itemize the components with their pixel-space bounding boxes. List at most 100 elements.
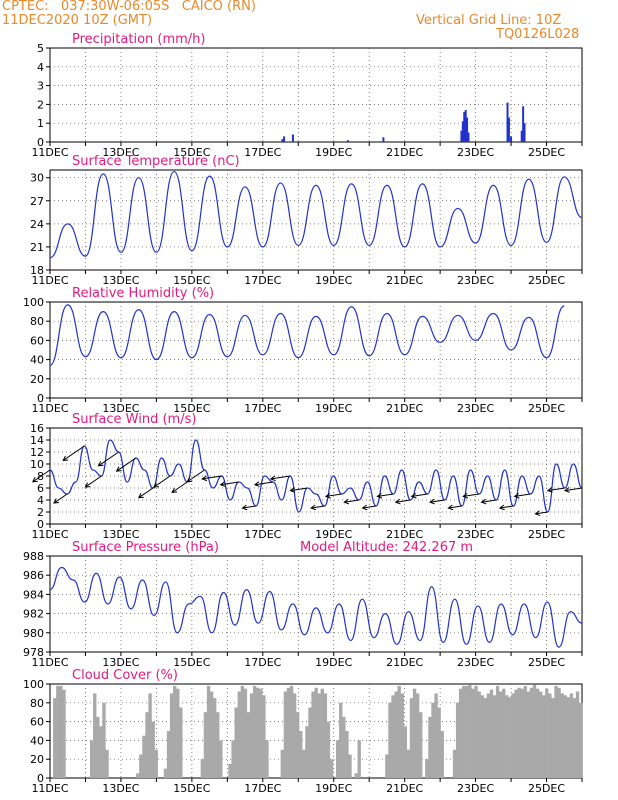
precip-bar <box>510 136 513 142</box>
precipitation-title: Precipitation (mm/h) <box>72 32 205 47</box>
cloud-bar <box>354 773 358 778</box>
cloud-bar <box>163 768 168 778</box>
cloud-bar <box>560 693 564 778</box>
wind-arrow-shaft <box>153 475 171 488</box>
temperature-frame <box>49 169 583 271</box>
cloud-bar <box>102 702 106 778</box>
precipitation-y-tick-label: 2 <box>37 98 44 111</box>
cloud-bar <box>317 693 321 778</box>
cloud-bar <box>105 749 109 778</box>
pressure-series-line <box>49 566 583 648</box>
pressure-title: Surface Pressure (hPa) <box>72 540 219 555</box>
cloud-cover-x-tick-label: 17DEC <box>244 782 281 795</box>
humidity-x-tick-label: 19DEC <box>315 402 352 415</box>
cloud-bar <box>548 693 552 778</box>
humidity-frame <box>49 301 583 399</box>
cloud-bar <box>415 693 420 778</box>
cloud-bar <box>514 689 518 778</box>
cloud-bar <box>243 688 248 778</box>
cloud-bar <box>53 698 57 778</box>
cloud-bar <box>419 712 423 778</box>
header-datetime: 11DEC2020 10Z (GMT) <box>2 13 153 28</box>
cloud-bar <box>345 731 349 778</box>
cloud-bar <box>62 689 66 778</box>
cloud-bar <box>59 685 63 778</box>
wind-arrow-shaft <box>547 487 565 492</box>
precip-bar <box>522 106 525 142</box>
humidity-title: Relative Humidity (%) <box>72 286 214 301</box>
precipitation-x-tick-label: 11DEC <box>31 146 68 159</box>
cloud-bar <box>462 685 466 778</box>
wind-arrow-head <box>201 475 208 482</box>
wind-arrow-shaft <box>220 481 239 486</box>
cloud-bar <box>323 693 328 778</box>
cloud-bar <box>99 726 103 778</box>
wind-arrow-head <box>563 487 570 493</box>
wind-y-tick-label: 4 <box>37 494 44 507</box>
precip-bar <box>506 102 509 142</box>
cloud-cover-x-tick-label: 11DEC <box>31 782 68 795</box>
cloud-bar <box>431 702 435 778</box>
cloud-bar <box>551 698 555 778</box>
cloud-bar <box>308 707 312 778</box>
cloud-cover-x-tick-label: 15DEC <box>173 782 210 795</box>
wind-arrow-head <box>394 498 401 505</box>
wind-arrow-shaft <box>138 487 154 499</box>
cloud-bar <box>96 716 100 778</box>
cloud-bar <box>468 684 472 778</box>
pressure-x-tick-label: 21DEC <box>386 656 423 669</box>
cloud-bar <box>219 740 223 778</box>
cloud-bar <box>292 693 297 778</box>
cloud-bar <box>406 749 411 778</box>
cloud-bar <box>342 716 346 778</box>
wind-x-tick-label: 11DEC <box>31 528 68 541</box>
precip-bar <box>466 117 469 142</box>
wind-arrow-shaft <box>395 499 411 503</box>
humidity-y-tick-label: 100 <box>23 296 44 309</box>
cloud-cover-y-tick-label: 0 <box>37 772 44 785</box>
cloud-bar <box>545 688 549 778</box>
wind-arrow-head <box>410 492 417 499</box>
wind-arrow-shaft <box>499 505 514 509</box>
cloud-bar <box>557 687 561 778</box>
cloud-bar <box>391 695 395 778</box>
pressure-x-tick-label: 23DEC <box>457 656 494 669</box>
precip-bar <box>507 117 510 142</box>
humidity-x-tick-label: 17DEC <box>244 402 281 415</box>
cloud-bar <box>455 702 460 778</box>
precipitation-frame <box>49 47 583 143</box>
wind-arrow-head <box>171 487 178 493</box>
cloud-bar <box>237 691 241 778</box>
wind-y-tick-label: 0 <box>37 518 44 531</box>
cloud-bar <box>458 688 463 778</box>
cloud-bar <box>212 698 217 778</box>
wind-arrow-shaft <box>311 505 325 509</box>
wind-arrow-head <box>219 481 226 487</box>
cloud-bar <box>335 740 340 778</box>
humidity-series-line <box>49 304 565 366</box>
cloud-bar <box>517 687 521 778</box>
cloud-bar <box>56 685 60 778</box>
cloud-bar <box>296 712 300 778</box>
cloud-bar <box>578 702 583 778</box>
header-run-id: TQ0126L028 <box>496 27 580 42</box>
cloud-bar <box>228 763 232 778</box>
wind-arrow-shaft <box>430 499 445 503</box>
cloud-bar <box>148 693 152 778</box>
header-vertical-grid: Vertical Grid Line: 10Z <box>416 13 562 28</box>
cloud-bar <box>166 731 171 778</box>
wind-arrow-shaft <box>377 493 394 497</box>
cloud-bar <box>397 685 401 778</box>
cloud-bar <box>93 693 97 778</box>
wind-arrow-shaft <box>187 469 205 483</box>
wind-arrow-shaft <box>53 493 68 504</box>
humidity-y-tick-label: 40 <box>30 354 44 367</box>
wind-arrow-head <box>289 487 296 493</box>
cloud-bar <box>206 685 211 778</box>
wind-arrow-shaft <box>98 451 119 467</box>
wind-y-tick-label: 14 <box>30 434 44 447</box>
cloud-bar <box>502 688 506 778</box>
pressure-y-tick-label: 986 <box>23 569 44 582</box>
cloud-bar <box>394 691 398 778</box>
wind-arrow-shaft <box>535 511 548 515</box>
